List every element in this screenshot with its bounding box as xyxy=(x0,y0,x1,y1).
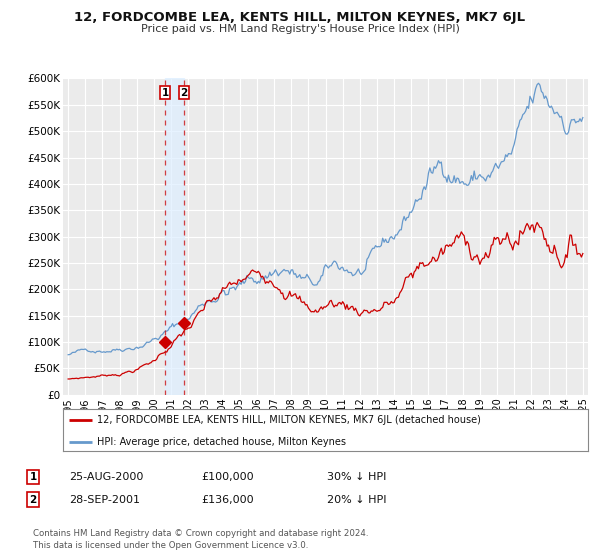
Text: 1: 1 xyxy=(161,87,169,97)
Text: 2: 2 xyxy=(180,87,188,97)
Text: Contains HM Land Registry data © Crown copyright and database right 2024.: Contains HM Land Registry data © Crown c… xyxy=(33,529,368,538)
Text: 20% ↓ HPI: 20% ↓ HPI xyxy=(327,494,386,505)
Text: 12, FORDCOMBE LEA, KENTS HILL, MILTON KEYNES, MK7 6JL (detached house): 12, FORDCOMBE LEA, KENTS HILL, MILTON KE… xyxy=(97,415,481,425)
Text: £100,000: £100,000 xyxy=(201,472,254,482)
Text: 12, FORDCOMBE LEA, KENTS HILL, MILTON KEYNES, MK7 6JL: 12, FORDCOMBE LEA, KENTS HILL, MILTON KE… xyxy=(74,11,526,24)
Text: 30% ↓ HPI: 30% ↓ HPI xyxy=(327,472,386,482)
Text: HPI: Average price, detached house, Milton Keynes: HPI: Average price, detached house, Milt… xyxy=(97,437,346,446)
Text: £136,000: £136,000 xyxy=(201,494,254,505)
Text: 28-SEP-2001: 28-SEP-2001 xyxy=(69,494,140,505)
Text: This data is licensed under the Open Government Licence v3.0.: This data is licensed under the Open Gov… xyxy=(33,542,308,550)
Text: 25-AUG-2000: 25-AUG-2000 xyxy=(69,472,143,482)
Text: Price paid vs. HM Land Registry's House Price Index (HPI): Price paid vs. HM Land Registry's House … xyxy=(140,24,460,34)
Text: 2: 2 xyxy=(29,494,37,505)
Bar xyxy=(165,78,184,395)
Text: 1: 1 xyxy=(29,472,37,482)
